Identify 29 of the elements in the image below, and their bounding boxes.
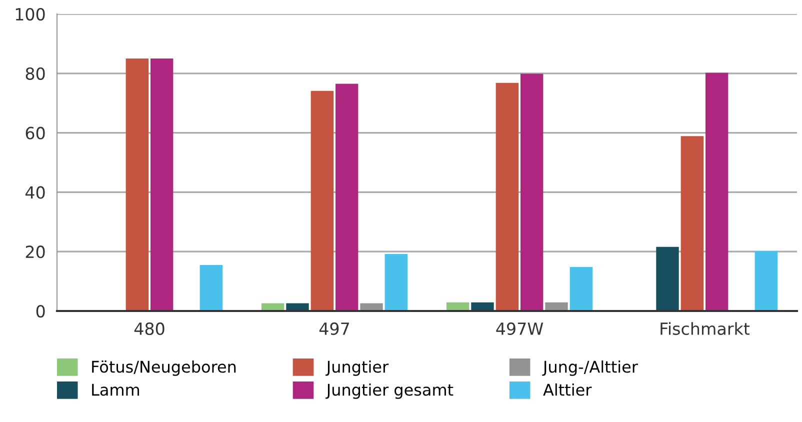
x-tick-label: Fischmarkt [660, 322, 750, 336]
bar [520, 74, 544, 311]
y-tick-label: 0 [36, 304, 45, 318]
bar [705, 72, 728, 311]
x-tick-label: 497 [319, 322, 349, 336]
y-tick-label: 100 [16, 8, 45, 21]
x-tick-label: 480 [134, 322, 164, 336]
y-tick-label: 40 [25, 186, 45, 199]
bar [496, 82, 519, 311]
y-tick-label: 20 [26, 246, 45, 258]
legend-label: Jung-/Alttier [542, 360, 638, 376]
bar [384, 254, 408, 311]
bar [335, 84, 358, 311]
bar [126, 58, 149, 311]
bar [570, 267, 593, 311]
legend-label: Lamm [92, 384, 139, 396]
bar [150, 58, 174, 311]
bar [200, 264, 223, 311]
legend-label: Jungtier gesamt [326, 383, 454, 399]
bar [680, 136, 704, 311]
legend-label: Alttier [543, 383, 592, 396]
y-tick-label: 80 [26, 67, 45, 80]
bar [656, 246, 679, 311]
bar [754, 251, 778, 311]
legend-label: Jungtier [326, 360, 389, 376]
legend-label: Fötus/Neugeboren [92, 360, 236, 376]
y-tick-label: 60 [26, 126, 45, 140]
x-tick-label: 497W [496, 322, 544, 336]
bar [310, 90, 334, 311]
